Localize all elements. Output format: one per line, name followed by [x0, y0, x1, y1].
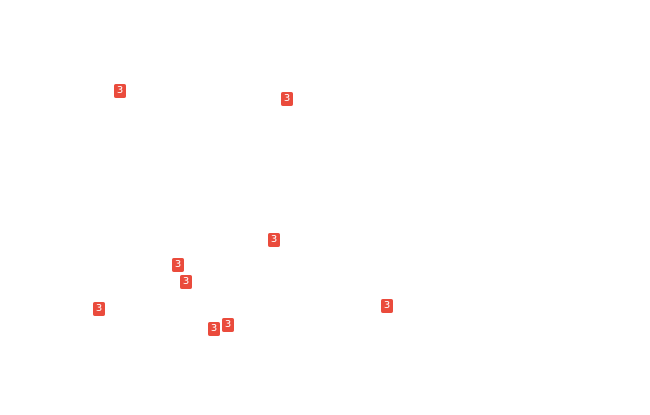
count-badge[interactable]: 3 [281, 92, 293, 106]
count-badge[interactable]: 3 [93, 302, 105, 316]
count-badge[interactable]: 3 [172, 258, 184, 272]
count-badge[interactable]: 3 [180, 275, 192, 289]
count-badge[interactable]: 3 [222, 318, 234, 332]
count-badge[interactable]: 3 [268, 233, 280, 247]
count-badge[interactable]: 3 [381, 299, 393, 313]
count-badge[interactable]: 3 [208, 322, 220, 336]
count-badge[interactable]: 3 [114, 84, 126, 98]
